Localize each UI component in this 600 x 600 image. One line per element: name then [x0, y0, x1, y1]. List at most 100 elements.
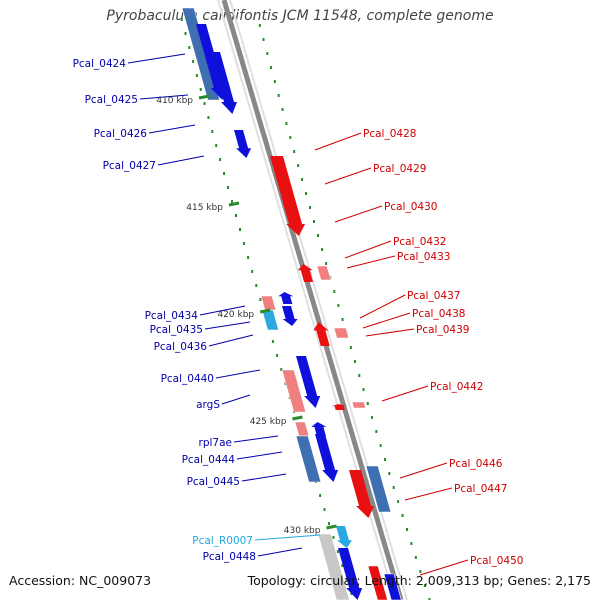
gene-label: Pcal_R0007 [192, 535, 253, 547]
label-leader [199, 305, 246, 316]
tick-dot [262, 38, 265, 41]
tick-dot [362, 388, 365, 391]
label-leader [139, 94, 189, 100]
tick-dot [219, 158, 222, 161]
tick-dot [259, 298, 262, 301]
tick-dot [354, 360, 357, 363]
tick-dot [392, 486, 395, 489]
cds-block [333, 327, 350, 339]
tick-dot [258, 24, 261, 27]
reverse-gene-arrow [331, 404, 347, 410]
cds-block [317, 533, 350, 600]
tick-dot [285, 122, 288, 125]
cds-block [260, 295, 277, 311]
cds-block [316, 265, 332, 281]
reverse-gene-arrow [313, 322, 330, 346]
kbp-tick-label: 415 kbp [186, 203, 223, 213]
gene-label: Pcal_0429 [373, 163, 426, 175]
kbp-tick-mark [326, 524, 337, 530]
label-leader [404, 487, 453, 501]
tick-dot [383, 458, 386, 461]
gene-label: Pcal_0435 [150, 324, 203, 336]
label-leader [157, 155, 205, 166]
gene-label: Pcal_0430 [384, 201, 437, 213]
cds-block [294, 421, 310, 437]
tick-dot [199, 88, 202, 91]
tick-dot [414, 556, 417, 559]
tick-dot [223, 172, 226, 175]
reverse-gene-arrow [270, 156, 306, 236]
gene-label: Pcal_0450 [470, 555, 523, 567]
label-leader [257, 547, 303, 557]
tick-dot [325, 262, 328, 265]
label-leader [334, 205, 383, 223]
tick-dot [428, 598, 431, 600]
label-leader [324, 167, 372, 185]
tick-dot [317, 234, 320, 237]
label-leader [148, 124, 196, 134]
tick-dot [397, 500, 400, 503]
tick-dot [281, 108, 284, 111]
kbp-tick-mark [292, 415, 303, 421]
kbp-tick-label: 410 kbp [156, 96, 193, 106]
tick-dot [321, 248, 324, 251]
cds-block [295, 435, 322, 483]
tick-dot [280, 368, 283, 371]
tick-dot [358, 374, 361, 377]
gene-label: Pcal_0440 [161, 373, 214, 385]
tick-dot [271, 340, 274, 343]
gene-label: Pcal_0442 [430, 381, 483, 393]
label-leader [236, 451, 283, 460]
label-leader [127, 53, 186, 64]
tick-dot [337, 304, 340, 307]
tick-dot [388, 472, 391, 475]
forward-gene-arrow [311, 422, 327, 436]
kbp-ticks: 410 kbp 415 kbp 420 kbp 425 kbp 430 kbp [156, 94, 337, 536]
label-leader [399, 462, 448, 479]
tick-dot [297, 164, 300, 167]
tick-dot [211, 130, 214, 133]
tick-dot [332, 536, 335, 539]
label-leader [208, 334, 254, 347]
label-leader [204, 321, 251, 330]
tick-dot [301, 178, 304, 181]
gene-label: Pcal_0444 [182, 454, 236, 466]
tick-dot [270, 66, 273, 69]
kbp-tick-label: 430 kbp [284, 526, 321, 536]
tick-dot [251, 270, 254, 273]
tick-dot [266, 52, 269, 55]
tick-dot [184, 32, 187, 35]
cds-block [281, 369, 307, 413]
tick-dot [319, 494, 322, 497]
tick-dot [203, 102, 206, 105]
tick-dot [231, 200, 233, 203]
gene-label: Pcal_0448 [203, 551, 256, 563]
tick-dot [273, 80, 276, 83]
tick-dot [336, 550, 339, 553]
cds-block [365, 465, 392, 513]
tick-dot [293, 150, 296, 153]
tick-dot [423, 584, 426, 587]
tick-dot [375, 430, 378, 433]
gene-label: Pcal_0439 [416, 324, 469, 336]
cds-block [261, 309, 279, 331]
accession-text: Accession: NC_009073 [9, 573, 152, 588]
forward-gene-arrow [234, 130, 252, 158]
tick-dot [305, 192, 308, 195]
label-leader [221, 394, 251, 405]
tick-dot [227, 186, 230, 189]
genome-summary: Topology: circular; Length: 2,009,313 bp… [247, 573, 591, 588]
label-leader [419, 559, 469, 576]
tick-dot [215, 144, 218, 147]
tick-dot [289, 136, 292, 139]
label-leader [365, 328, 415, 337]
kbp-tick-label: 425 kbp [250, 417, 287, 427]
gene-labels: Pcal_0424 Pcal_0425 Pcal_0426 Pcal_0427 Pcal… [73, 53, 523, 576]
gene-label: Pcal_0434 [145, 310, 199, 322]
label-leader [359, 294, 406, 319]
cds-block [351, 401, 367, 409]
forward-gene-arrow [338, 548, 363, 600]
forward-gene-arrow [278, 292, 294, 304]
gene-label: Pcal_0437 [407, 290, 460, 302]
